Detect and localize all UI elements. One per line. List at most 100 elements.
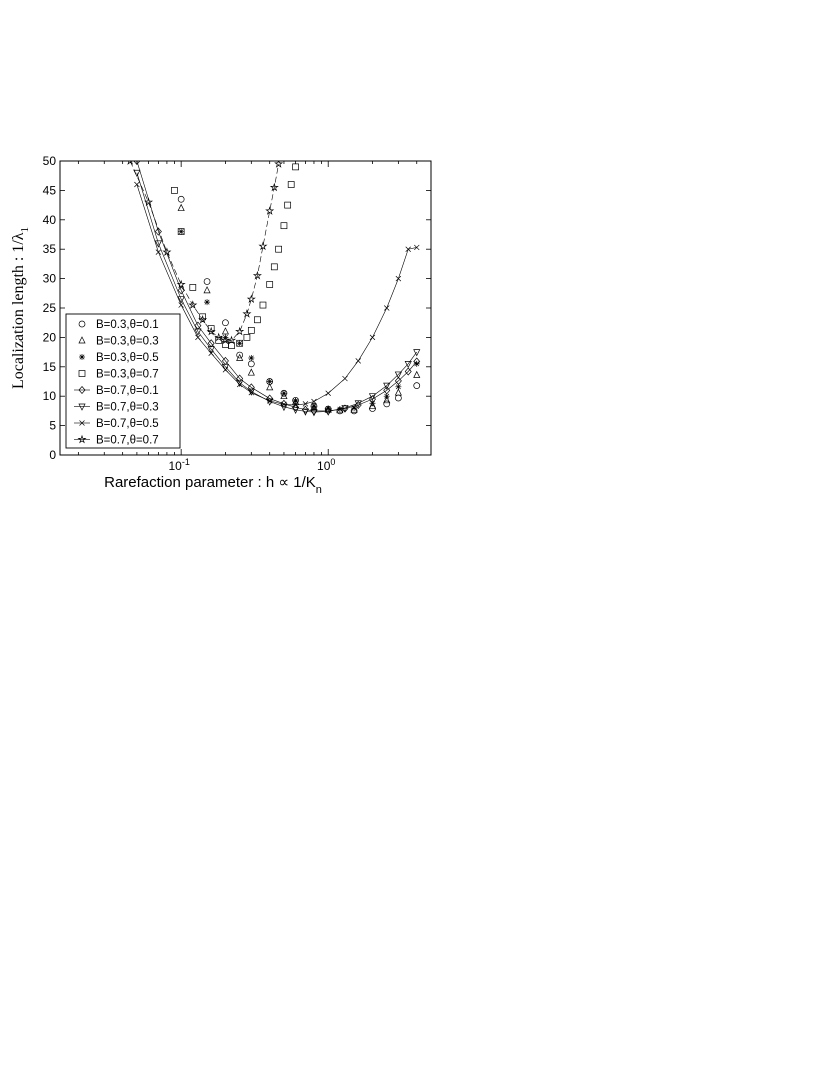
data-point bbox=[247, 383, 255, 392]
data-point bbox=[154, 227, 162, 236]
data-point bbox=[383, 393, 390, 400]
data-point bbox=[214, 332, 224, 342]
data-point bbox=[383, 305, 390, 311]
data-point bbox=[341, 405, 349, 413]
data-point bbox=[236, 353, 244, 361]
data-point bbox=[203, 278, 211, 285]
data-point bbox=[404, 361, 412, 369]
data-point bbox=[292, 402, 299, 408]
data-point bbox=[248, 389, 255, 396]
data-point bbox=[342, 375, 348, 382]
data-point bbox=[405, 246, 411, 252]
data-point bbox=[336, 406, 344, 414]
data-point bbox=[301, 408, 310, 416]
data-point bbox=[280, 390, 287, 397]
data-point bbox=[226, 335, 237, 345]
data-point bbox=[188, 300, 198, 309]
y-tick-label: 30 bbox=[43, 272, 57, 286]
legend-label: B=0.3,θ=0.1 bbox=[96, 319, 159, 331]
data-point bbox=[394, 371, 402, 379]
data-point bbox=[368, 393, 377, 401]
data-point bbox=[78, 320, 86, 328]
legend: B=0.3,θ=0.1 B=0.3,θ=0.3 B=0.3,θ=0.5 B=0.3,θ… bbox=[65, 313, 181, 449]
data-point bbox=[177, 203, 185, 211]
data-point bbox=[177, 195, 185, 203]
data-point bbox=[413, 370, 421, 378]
data-point bbox=[354, 400, 362, 408]
data-point bbox=[207, 346, 215, 354]
legend-item: B=0.3,θ=0.1 bbox=[78, 319, 159, 331]
series-line bbox=[136, 172, 417, 413]
data-point bbox=[78, 403, 86, 411]
data-point bbox=[325, 390, 331, 397]
series-line bbox=[129, 161, 279, 341]
legend-label: B=0.7,θ=0.1 bbox=[96, 385, 159, 397]
data-point bbox=[204, 299, 211, 306]
series-3 bbox=[178, 228, 420, 413]
data-point bbox=[222, 366, 229, 373]
data-point bbox=[413, 349, 421, 357]
data-point bbox=[292, 163, 299, 171]
y-tick-label: 35 bbox=[43, 242, 57, 256]
y-tick-label: 50 bbox=[43, 154, 57, 168]
data-point bbox=[275, 245, 282, 253]
data-point bbox=[310, 403, 317, 410]
series-layer bbox=[127, 161, 421, 417]
legend-item: B=0.7,θ=0.1 bbox=[74, 385, 159, 397]
data-point bbox=[195, 334, 201, 341]
data-point bbox=[395, 275, 402, 282]
data-point bbox=[383, 382, 391, 390]
data-point bbox=[274, 161, 284, 168]
y-tick-label: 45 bbox=[43, 183, 57, 197]
data-point bbox=[243, 334, 251, 341]
data-point bbox=[270, 263, 278, 271]
data-point bbox=[221, 327, 229, 335]
data-point bbox=[383, 386, 391, 395]
y-axis-title-sub: 1 bbox=[19, 227, 31, 233]
data-point bbox=[383, 396, 391, 404]
data-point bbox=[78, 336, 86, 344]
data-point bbox=[208, 350, 214, 357]
data-point bbox=[259, 301, 267, 309]
y-tick-label: 25 bbox=[43, 301, 57, 315]
legend-label: B=0.3,θ=0.7 bbox=[96, 369, 159, 381]
series-7 bbox=[134, 181, 420, 408]
legend-item: B=0.3,θ=0.3 bbox=[78, 336, 159, 348]
data-point bbox=[178, 302, 184, 308]
data-point bbox=[222, 319, 229, 327]
data-point bbox=[414, 244, 420, 251]
data-point bbox=[194, 328, 202, 336]
data-point bbox=[248, 354, 255, 361]
data-point bbox=[79, 354, 85, 360]
data-point bbox=[198, 315, 208, 324]
data-point bbox=[228, 342, 235, 349]
data-point bbox=[266, 383, 274, 391]
y-tick-label: 40 bbox=[43, 213, 57, 227]
x-axis-title: Rarefaction parameter : h ∝ 1/Kn bbox=[104, 474, 322, 496]
data-point bbox=[206, 326, 216, 336]
legend-label: B=0.3,θ=0.5 bbox=[96, 352, 159, 364]
x-axis-title-sub: n bbox=[316, 484, 322, 496]
data-point bbox=[280, 391, 288, 400]
data-point bbox=[369, 400, 376, 407]
data-point bbox=[252, 270, 262, 280]
data-point bbox=[369, 395, 376, 404]
data-point bbox=[155, 249, 162, 255]
data-point bbox=[254, 316, 261, 324]
data-point bbox=[325, 405, 332, 412]
data-point bbox=[281, 401, 287, 408]
data-point bbox=[246, 294, 256, 304]
data-point bbox=[413, 382, 421, 389]
legend-label: B=0.3,θ=0.3 bbox=[96, 336, 159, 348]
data-point bbox=[127, 161, 133, 165]
data-point bbox=[383, 400, 391, 408]
data-point bbox=[394, 376, 402, 385]
data-point bbox=[310, 409, 318, 417]
data-point bbox=[368, 401, 377, 410]
data-point bbox=[394, 388, 402, 396]
data-point bbox=[154, 240, 162, 248]
data-point bbox=[162, 247, 172, 256]
data-point bbox=[176, 279, 186, 289]
data-point bbox=[171, 187, 178, 194]
